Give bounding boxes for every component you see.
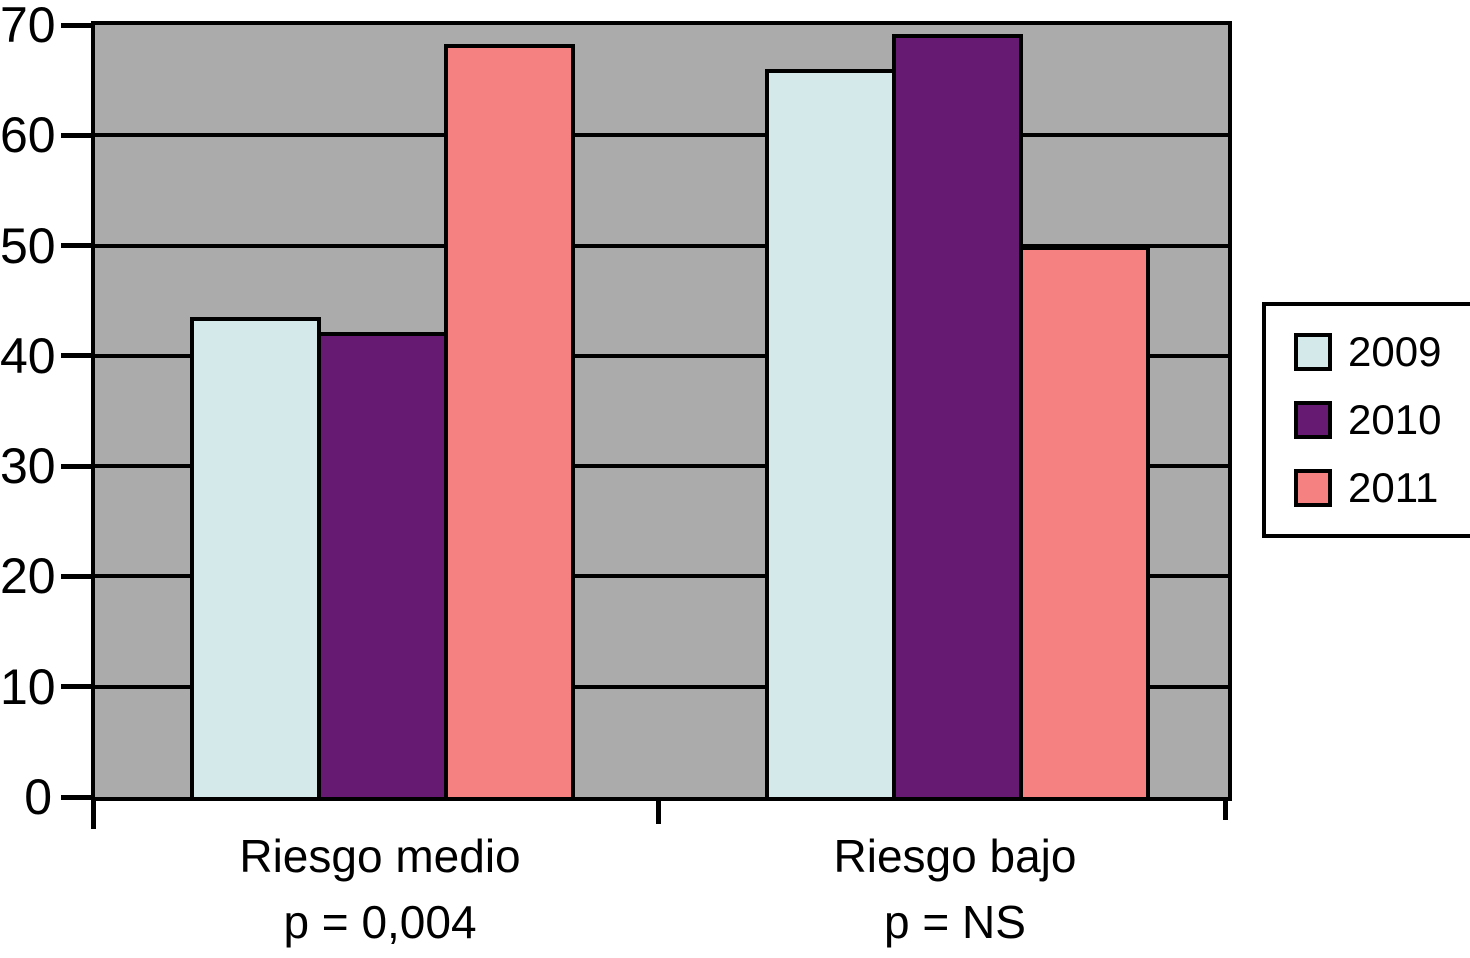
gridline-20: [95, 574, 1228, 578]
y-axis-label-0: 0: [24, 769, 52, 825]
category-p-value: p = NS: [884, 896, 1026, 948]
legend-swatch-2011: [1294, 469, 1332, 507]
bar-2011-group1: [444, 44, 575, 797]
y-axis-label-10: 10: [0, 659, 56, 715]
legend-item-2009: 2009: [1294, 331, 1470, 373]
bar-2009-group1: [190, 317, 321, 797]
gridline-50: [95, 244, 1228, 248]
plot-area: [91, 21, 1232, 801]
y-axis-tick-30: [61, 464, 95, 469]
category-label-riesgo-bajo: Riesgo bajo p = NS: [735, 830, 1175, 948]
y-axis-tick-0: [61, 795, 95, 800]
gridline-60: [95, 133, 1228, 137]
category-p-value: p = 0,004: [283, 896, 477, 948]
bar-2010-group2: [892, 34, 1023, 797]
legend-label: 2009: [1348, 328, 1442, 375]
category-name: Riesgo medio: [239, 830, 521, 882]
y-axis-label-70: 70: [0, 0, 56, 53]
x-axis-tick-left: [91, 797, 96, 829]
legend: 2009 2010 2011: [1262, 302, 1470, 538]
x-axis-tick-center: [656, 797, 661, 824]
x-axis-tick-right: [1223, 797, 1228, 820]
y-axis-tick-20: [61, 574, 95, 579]
legend-swatch-2009: [1294, 333, 1332, 371]
bar-2009-group2: [765, 69, 896, 797]
category-label-riesgo-medio: Riesgo medio p = 0,004: [160, 830, 600, 948]
gridline-10: [95, 685, 1228, 689]
y-axis-tick-10: [61, 684, 95, 689]
legend-item-2010: 2010: [1294, 399, 1470, 441]
y-axis-label-60: 60: [0, 107, 56, 163]
legend-label: 2010: [1348, 396, 1442, 443]
legend-swatch-2010: [1294, 401, 1332, 439]
category-name: Riesgo bajo: [833, 830, 1077, 882]
bar-2010-group1: [317, 332, 448, 797]
gridline-30: [95, 464, 1228, 468]
legend-label: 2011: [1348, 464, 1439, 511]
y-axis-tick-50: [61, 243, 95, 248]
y-axis-label-50: 50: [0, 218, 56, 274]
y-axis-tick-40: [61, 353, 95, 358]
y-axis-label-20: 20: [0, 548, 56, 604]
bar-2011-group2: [1019, 246, 1150, 797]
y-axis-tick-70: [61, 23, 95, 28]
gridline-40: [95, 354, 1228, 358]
y-axis-label-40: 40: [0, 328, 56, 384]
y-axis-label-30: 30: [0, 438, 56, 494]
legend-item-2011: 2011: [1294, 467, 1470, 509]
y-axis-tick-60: [61, 133, 95, 138]
